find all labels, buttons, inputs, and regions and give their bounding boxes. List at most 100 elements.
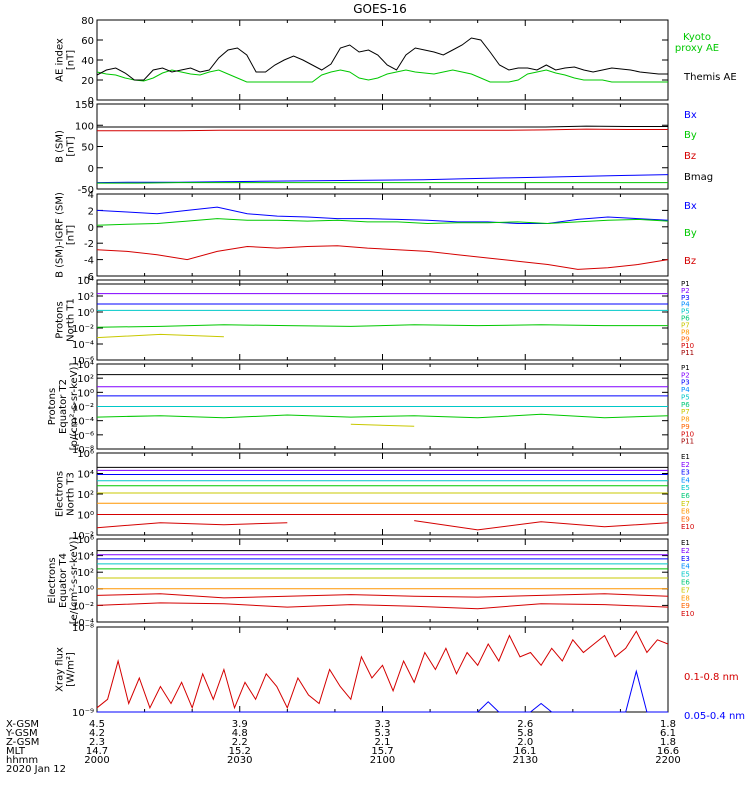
legend-protons_t2-P9: P9 <box>681 423 690 431</box>
x-axis-row-label-MLT: MLT <box>6 746 26 757</box>
legend-bsm-Bx: Bx <box>684 110 697 121</box>
y-tick-label: -2 <box>84 239 94 250</box>
x-axis-value-Z-GSM-0: 2.3 <box>89 737 105 748</box>
panel-frame-xray <box>96 626 669 713</box>
legend-electrons_t4-E6: E6 <box>681 579 690 587</box>
legend-electrons_t4-E5: E5 <box>681 571 690 579</box>
y-tick-label: 10² <box>77 374 94 385</box>
series-line-bsm-Bx <box>96 174 669 184</box>
x-axis-value-hhmm-3: 2130 <box>513 755 538 766</box>
legend-electrons_t3-E1: E1 <box>681 453 690 461</box>
legend-protons_t1-P9: P9 <box>681 335 690 343</box>
legend-protons_t2-P5: P5 <box>681 393 690 401</box>
y-tick-label: 10⁻⁶ <box>72 431 94 442</box>
legend-electrons_t3-E6: E6 <box>681 492 690 500</box>
x-axis-row-label-X-GSM: X-GSM <box>6 719 39 730</box>
y-tick-label: -6 <box>84 272 94 283</box>
x-axis-value-hhmm-2: 2100 <box>370 755 395 766</box>
x-axis-row-label-hhmm: hhmm <box>6 755 38 766</box>
legend-electrons_t3-E3: E3 <box>681 469 690 477</box>
x-axis-row-label-Y-GSM: Y-GSM <box>5 728 38 739</box>
y-axis-label: [W/m²] <box>66 652 77 687</box>
series-line-bsm-Bz <box>97 128 668 132</box>
y-tick-label: 4 <box>88 190 94 201</box>
y-tick-label: 10² <box>77 568 94 579</box>
y-tick-label: 10⁶ <box>77 535 94 546</box>
panel-frame-electrons_t3 <box>96 452 669 536</box>
x-axis-value-X-GSM-4: 1.8 <box>660 719 676 730</box>
y-tick-label: 50 <box>81 143 94 154</box>
y-tick-label: 150 <box>75 100 94 111</box>
legend-protons_t1-P1: P1 <box>681 280 690 288</box>
x-axis-value-Y-GSM-4: 6.1 <box>660 728 676 739</box>
y-axis-label: Equator T2 <box>58 379 69 434</box>
y-tick-label: 80 <box>81 16 94 27</box>
y-tick-label: 10⁰ <box>77 388 94 399</box>
x-axis-value-Z-GSM-3: 2.0 <box>517 737 533 748</box>
y-tick-label: 10⁻² <box>72 531 94 542</box>
series-line-bsm-By <box>97 182 668 184</box>
y-tick-label: 10⁰ <box>77 511 94 522</box>
legend-protons_t2-P3: P3 <box>681 379 690 387</box>
legend-bsm_igrf-By: By <box>684 228 697 239</box>
y-tick-label: 2 <box>88 206 94 217</box>
panel-frame-bsm_igrf <box>96 193 669 277</box>
y-tick-label: 10⁻⁸ <box>72 445 94 456</box>
legend-protons_t1-P2: P2 <box>681 287 690 295</box>
y-axis-label: Xray flux <box>55 647 66 692</box>
y-axis-label: Equator T4 <box>58 553 69 608</box>
legend-protons_t2-P10: P10 <box>681 430 694 438</box>
x-axis-value-X-GSM-0: 4.5 <box>89 719 105 730</box>
series-line-electrons_t4-E9 <box>96 602 669 610</box>
y-tick-label: 10⁻⁴ <box>72 618 94 629</box>
x-axis-value-hhmm-1: 2030 <box>227 755 252 766</box>
x-axis-row-label-Z-GSM: Z-GSM <box>6 737 39 748</box>
series-line-protons_t2-P5 <box>96 413 669 419</box>
y-tick-label: 10⁻⁶ <box>72 356 94 367</box>
x-axis-date: 2020 Jan 12 <box>6 764 66 775</box>
y-axis-label: [p/(cm²-s-sr-keV)] <box>69 363 80 451</box>
legend-protons_t1-P10: P10 <box>681 342 694 350</box>
legend-protons_t2-P7: P7 <box>681 408 690 416</box>
legend-xray-long: 0.1-0.8 nm <box>684 672 739 683</box>
y-tick-label: 10⁻² <box>72 601 94 612</box>
y-tick-label: 10⁴ <box>77 470 94 481</box>
legend-kyoto-2: proxy AE <box>675 43 719 54</box>
x-axis-value-X-GSM-3: 2.6 <box>517 719 533 730</box>
y-tick-label: 20 <box>81 76 94 87</box>
panel-frame-electrons_t4 <box>96 538 669 623</box>
series-line-protons_t1-P6 <box>97 334 668 338</box>
legend-protons_t1-P11: P11 <box>681 349 694 357</box>
series-line-xray-0-05-0-4-nm <box>97 669 668 713</box>
y-tick-label: 10² <box>77 490 94 501</box>
y-tick-label: 10² <box>77 292 94 303</box>
legend-protons_t1-P8: P8 <box>681 328 690 336</box>
y-tick-label: -4 <box>84 256 94 267</box>
x-axis-value-MLT-3: 16.1 <box>514 746 536 757</box>
legend-bsm-Bmag: Bmag <box>684 172 713 183</box>
panel-frame-protons_t1 <box>96 279 669 361</box>
legend-bsm_igrf-Bx: Bx <box>684 201 697 212</box>
y-axis-label: Electrons <box>55 471 66 517</box>
y-tick-label: -50 <box>78 185 94 196</box>
legend-protons_t1-P4: P4 <box>681 301 690 309</box>
x-axis-value-Y-GSM-3: 5.8 <box>517 728 533 739</box>
series-line-electrons_t4-E8 <box>96 593 669 599</box>
legend-protons_t1-P6: P6 <box>681 315 690 323</box>
legend-protons_t2-P2: P2 <box>681 371 690 379</box>
y-tick-label: 10⁴ <box>77 552 94 563</box>
y-tick-label: 10⁻⁴ <box>72 417 94 428</box>
series-line-ae-Themis-AE <box>96 37 668 81</box>
series-line-bsm_igrf-Bz <box>96 245 669 270</box>
x-axis-value-hhmm-4: 2200 <box>655 755 680 766</box>
y-axis-label: [nT] <box>66 50 77 70</box>
y-axis-label: B (SM) <box>55 130 66 163</box>
y-axis-label: North T3 <box>66 472 77 516</box>
legend-electrons_t3-E2: E2 <box>681 461 690 469</box>
y-tick-label: 10⁰ <box>77 308 94 319</box>
legend-electrons_t4-E8: E8 <box>681 594 690 602</box>
y-tick-label: 100 <box>75 121 94 132</box>
legend-electrons_t4-E10: E10 <box>681 610 694 618</box>
legend-electrons_t4-E9: E9 <box>681 602 690 610</box>
